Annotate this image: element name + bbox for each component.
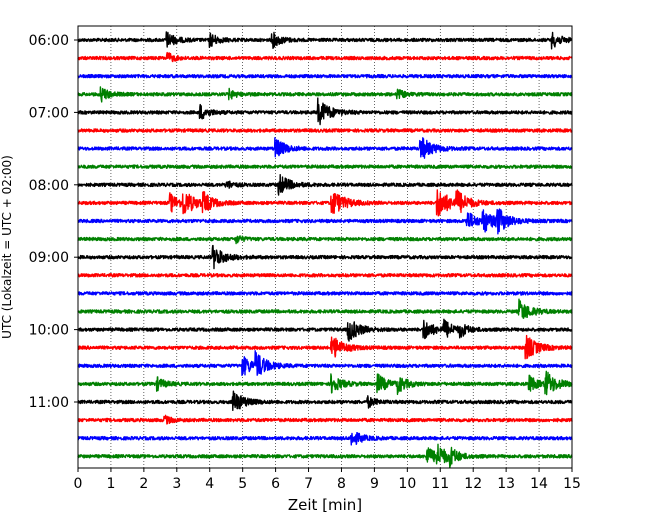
- seismic-trace-14: [77, 291, 573, 296]
- seismic-trace-12: [77, 244, 573, 270]
- y-tick-label: 07:00: [29, 105, 69, 121]
- y-tick-label: 06:00: [29, 33, 69, 49]
- x-tick-label: 4: [205, 476, 214, 492]
- seismic-trace-20: [77, 390, 573, 411]
- x-tick-label: 6: [271, 476, 280, 492]
- seismic-trace-5: [77, 128, 573, 133]
- seismic-trace-4: [77, 97, 573, 126]
- y-tick-label: 11:00: [29, 395, 69, 411]
- y-axis: 06:00 07:00 08:00 09:00 10:00 11:00: [29, 33, 78, 411]
- seismic-trace-0: [77, 31, 573, 50]
- seismic-trace-21: [77, 414, 573, 425]
- seismic-trace-7: [77, 164, 573, 169]
- x-tick-label: 10: [398, 476, 416, 492]
- x-tick-label: 0: [74, 476, 83, 492]
- x-tick-label: 5: [238, 476, 247, 492]
- y-axis-label: UTC (Lokalzeit = UTC + 02:00): [0, 155, 14, 339]
- x-tick-label: 12: [464, 476, 482, 492]
- y-tick-label: 08:00: [29, 178, 69, 194]
- seismic-trace-8: [77, 174, 573, 196]
- seismic-trace-13: [77, 273, 573, 278]
- x-tick-label: 7: [304, 476, 313, 492]
- x-tick-label: 2: [139, 476, 148, 492]
- seismic-trace-11: [77, 235, 573, 245]
- seismic-trace-1: [77, 51, 573, 63]
- x-tick-label: 1: [106, 476, 115, 492]
- x-tick-label: 13: [497, 476, 515, 492]
- seismic-trace-3: [77, 86, 573, 103]
- seismic-trace-9: [77, 189, 573, 217]
- x-tick-label: 11: [431, 476, 449, 492]
- plot-frame: [77, 25, 573, 469]
- x-tick-label: 3: [172, 476, 181, 492]
- x-tick-label: 14: [530, 476, 548, 492]
- seismic-trace-15: [77, 298, 573, 319]
- y-tick-label: 10:00: [29, 323, 69, 339]
- seismic-trace-2: [77, 73, 573, 79]
- trace-group: [77, 31, 573, 469]
- seismic-trace-17: [77, 334, 573, 360]
- x-axis-label: Zeit [min]: [288, 496, 362, 514]
- seismic-trace-6: [77, 137, 573, 159]
- y-tick-label: 09:00: [29, 250, 69, 266]
- seismic-trace-22: [77, 432, 573, 446]
- x-tick-label: 9: [370, 476, 379, 492]
- seismic-trace-10: [77, 208, 573, 235]
- x-tick-label: 8: [337, 476, 346, 492]
- x-axis: 0 1 2 3 4 5 6 7 8 9 10 11 12 13 14 15: [74, 468, 581, 492]
- seismic-trace-18: [77, 350, 573, 376]
- seismic-trace-16: [77, 318, 573, 342]
- seismic-trace-19: [77, 370, 573, 396]
- seismic-trace-23: [77, 443, 573, 469]
- x-tick-label: 15: [563, 476, 581, 492]
